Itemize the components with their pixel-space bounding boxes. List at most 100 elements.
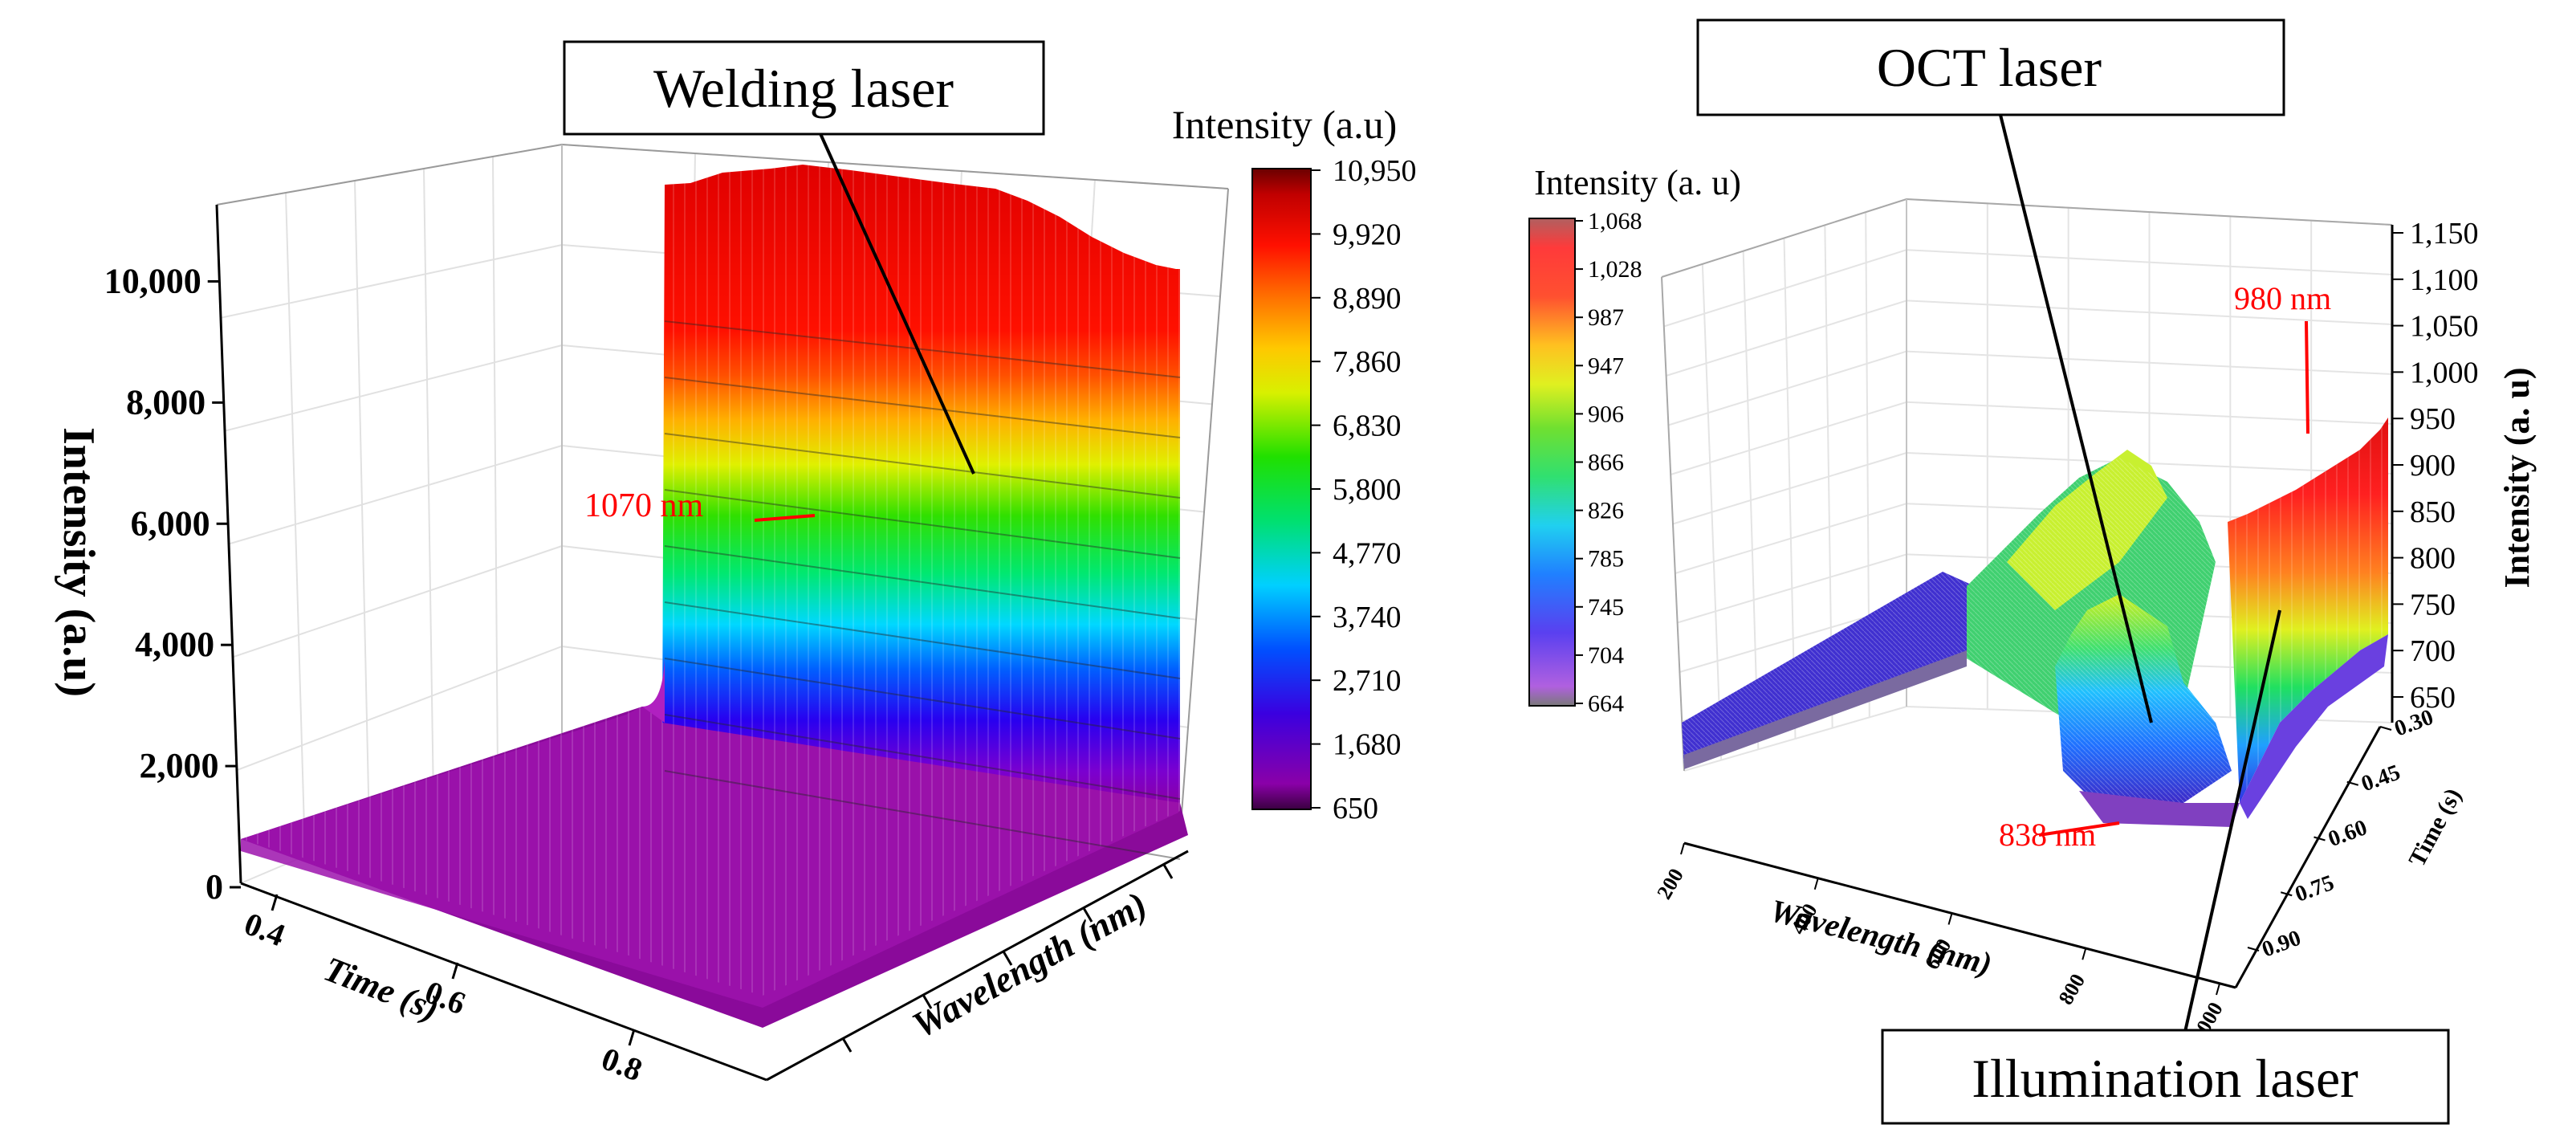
right-z-tick-label: 1,000 <box>2410 356 2479 389</box>
right-colorbar-tick-label: 947 <box>1588 352 1624 379</box>
right-colorbar-tick-label: 906 <box>1588 401 1624 427</box>
right-wavelength-tick-label: 800 <box>2054 970 2090 1008</box>
right-time-axis-title: Time (s) <box>2403 784 2467 870</box>
oct-callout-pointer <box>1997 108 2153 723</box>
peak-contour-line <box>664 433 1181 499</box>
illumination-base <box>2240 634 2388 819</box>
right-colorbar-tick-label: 704 <box>1588 642 1624 669</box>
right-time-tick-label: 0.60 <box>2325 815 2370 852</box>
left-colorbar-tick-label: 7,860 <box>1333 345 1402 379</box>
left-z-tick-label: 8,000 <box>126 382 206 422</box>
oct-band-bottom <box>1684 650 1967 769</box>
left-colorbar-ticks: 10,950 9,920 8,890 7,860 6,830 5,800 4,770 3,74… <box>1311 154 1417 825</box>
left-peak-marker <box>754 514 816 522</box>
left-z-tick-label: 4,000 <box>135 625 214 664</box>
left-z-axis <box>215 204 242 884</box>
right-z-tick-label: 1,050 <box>2410 310 2479 344</box>
welding-callout-label: Welding laser <box>653 58 954 119</box>
left-wavelength-ticks <box>841 864 1174 1053</box>
illumination-peak-noise <box>2228 418 2388 803</box>
right-wall-edge <box>1661 276 1685 772</box>
left-time-tick <box>271 894 279 911</box>
peak-contours <box>664 320 1181 860</box>
left-colorbar-tick-label: 9,920 <box>1333 218 1402 251</box>
right-z-tick-label: 900 <box>2410 449 2456 483</box>
oct-base <box>2079 791 2240 827</box>
right-colorbar <box>1528 218 1576 707</box>
left-time-tick <box>628 1029 636 1046</box>
left-wavelength-axis <box>766 850 1189 1082</box>
peak-contour-line <box>664 714 1181 800</box>
left-colorbar-tick-label: 5,800 <box>1333 473 1402 507</box>
right-wavelength-tick <box>2216 983 2220 996</box>
left-gridline <box>354 180 370 829</box>
right-wavelength-tick <box>1947 913 1953 925</box>
right-colorbar-tick-label: 785 <box>1588 546 1624 572</box>
left-peak-label: 1070 nm <box>584 487 704 524</box>
right-z-tick-label: 700 <box>2410 634 2456 668</box>
left-colorbar-tick-label: 6,830 <box>1333 410 1402 443</box>
right-time-tick <box>2280 891 2293 897</box>
left-gridline <box>423 168 434 802</box>
left-z-tick-label: 0 <box>206 867 223 907</box>
right-time-tick <box>2247 947 2260 951</box>
left-colorbar-tick-label: 2,710 <box>1333 664 1402 698</box>
left-gridline <box>228 445 563 545</box>
right-colorbar-title: Intensity (a. u) <box>1534 163 1741 202</box>
right-time-tick <box>2379 726 2392 731</box>
right-wavelength-tick-label: 200 <box>1652 865 1688 903</box>
right-z-tick-label: 850 <box>2410 495 2456 529</box>
left-colorbar-title: Intensity (a.u) <box>1172 102 1397 147</box>
left-z-tick-label: 6,000 <box>131 503 210 543</box>
left-z-tick-label: 2,000 <box>140 746 219 785</box>
right-z-tick-label: 1,150 <box>2410 217 2479 251</box>
right-colorbar-tick-label: 866 <box>1588 450 1624 476</box>
right-colorbar-tick-label: 1,068 <box>1588 208 1642 234</box>
left-time-axis <box>240 882 767 1082</box>
right-colorbar-tick-label: 664 <box>1588 691 1624 717</box>
left-z-axis-title: Intensity (a.u) <box>54 427 104 697</box>
left-colorbar-tick-label: 3,740 <box>1333 601 1402 634</box>
illumination-peak-label: 980 nm <box>2234 280 2331 316</box>
left-z-tick-label: 10,000 <box>104 261 201 300</box>
right-z-tick-label: 950 <box>2410 402 2456 436</box>
welding-callout-box <box>563 40 1045 136</box>
right-time-tick-label: 0.30 <box>2391 705 2437 742</box>
illumination-callout-label: Illumination laser <box>1972 1048 2358 1109</box>
right-colorbar-ticks: 1,068 1,028 987 947 906 866 826 785 745 704 664 <box>1575 208 1642 717</box>
peak-contour-line <box>664 320 1181 378</box>
left-colorbar-tick-label: 4,770 <box>1333 536 1402 570</box>
right-time-tick <box>2346 780 2359 786</box>
right-colorbar-tick-label: 745 <box>1588 594 1624 621</box>
left-gridline <box>232 545 563 658</box>
left-wall-edge <box>1179 188 1229 836</box>
oct-low-band-noise <box>1682 572 1975 767</box>
left-colorbar-tick-label: 8,890 <box>1333 282 1402 316</box>
welding-laser-chart: 0 2,000 4,000 6,000 8,000 10,000 Intensity (a… <box>54 40 1417 1088</box>
left-colorbar-tick-label: 10,950 <box>1333 154 1417 188</box>
right-gridline <box>1783 238 1797 740</box>
right-back-wall <box>1662 199 2392 771</box>
left-colorbar-tick-label: 650 <box>1333 792 1378 825</box>
right-gridline <box>1742 251 1760 750</box>
background-surface-shade <box>241 707 1180 996</box>
peak-contour-line <box>664 377 1181 438</box>
illumination-callout-box <box>1881 1029 2450 1125</box>
right-z-tick-label: 750 <box>2410 588 2456 621</box>
right-z-axis-title: Intensity (a. u) <box>2497 367 2537 588</box>
right-time-tick <box>2314 836 2326 841</box>
right-wavelength-axis-title: Wavelength (nm) <box>1767 892 1996 982</box>
peak-contour-line <box>664 545 1181 619</box>
right-z-tick-label: 650 <box>2410 681 2456 715</box>
left-colorbar <box>1251 168 1312 810</box>
left-gridline <box>224 344 563 432</box>
right-time-tick-label: 0.45 <box>2358 760 2404 797</box>
illumination-peak-marker <box>2305 320 2309 434</box>
right-wavelength-tick <box>1813 878 1819 890</box>
peak-contour-line <box>664 658 1181 740</box>
oct-peak-noise <box>2055 594 2232 811</box>
right-wavelength-tick <box>2082 947 2087 960</box>
peak-contour-line <box>664 489 1181 559</box>
left-time-tick <box>451 962 459 980</box>
right-wavelength-axis <box>1683 841 2236 989</box>
